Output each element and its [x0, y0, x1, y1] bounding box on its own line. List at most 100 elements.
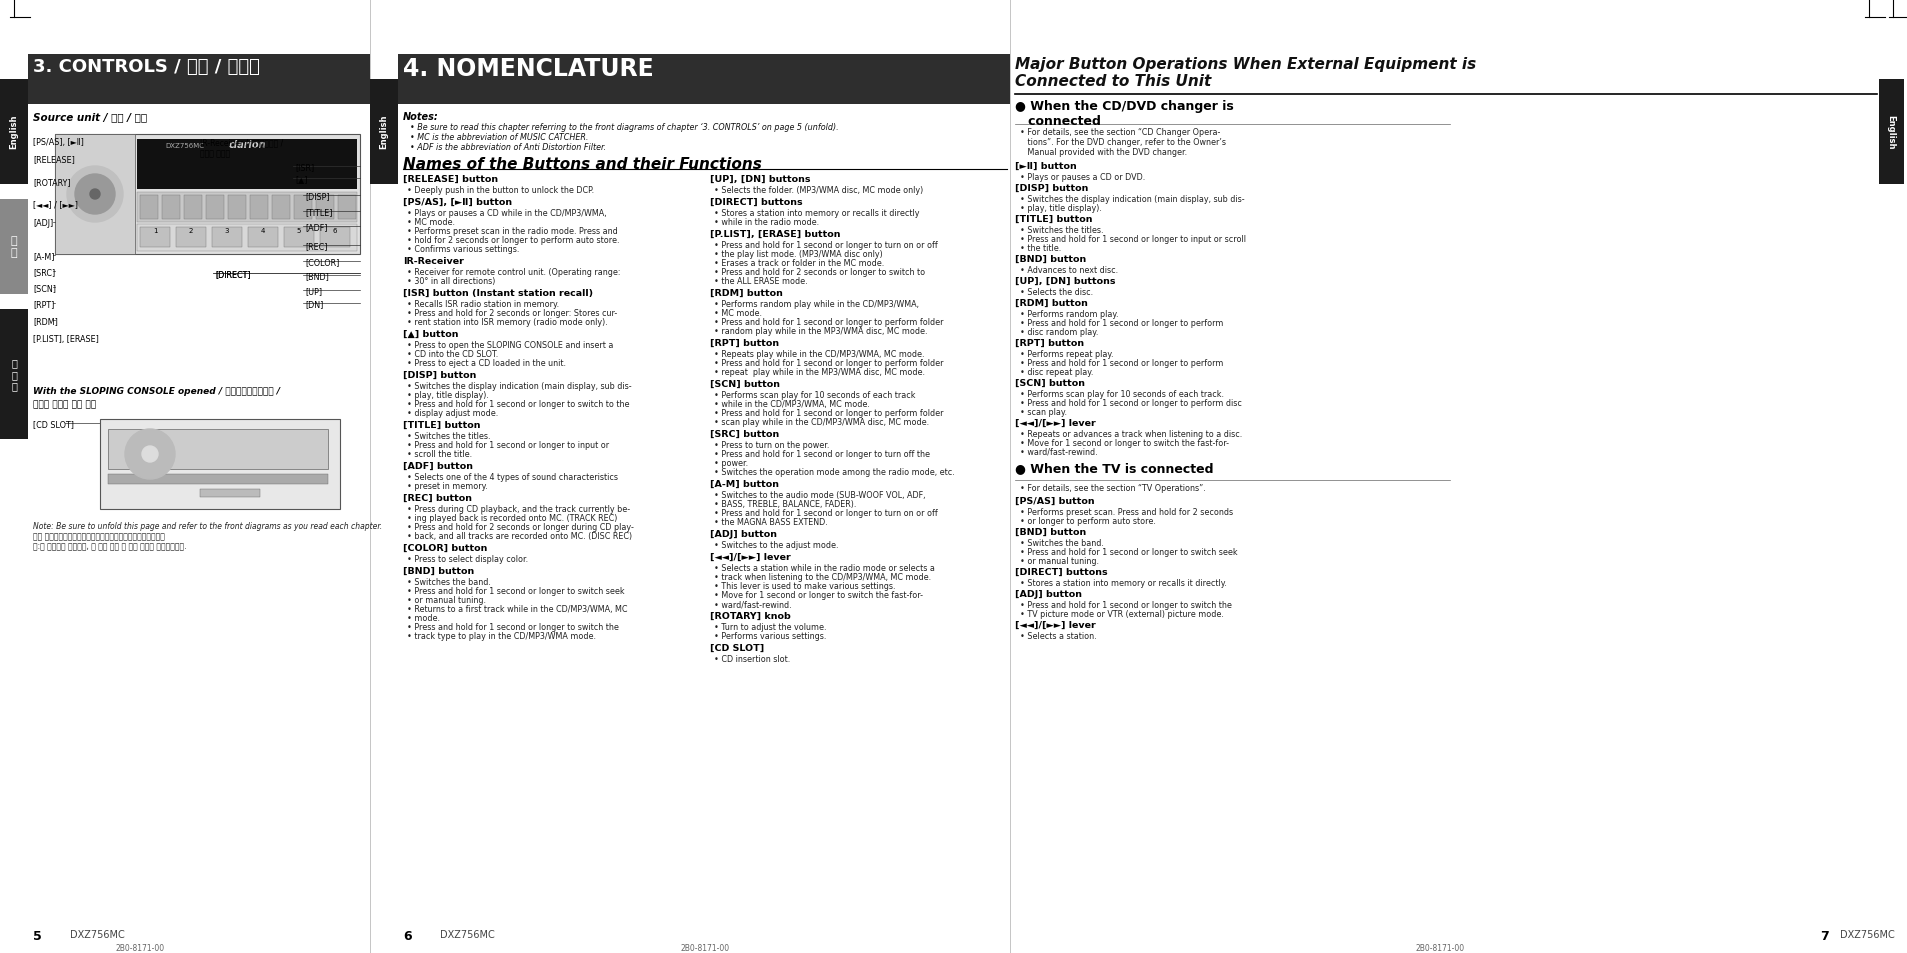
Text: • disc random play.: • disc random play.: [1020, 328, 1098, 336]
Text: • Selects the disc.: • Selects the disc.: [1020, 288, 1093, 296]
Bar: [137, 140, 357, 190]
Text: • Press and hold for 1 second or longer to switch to the: • Press and hold for 1 second or longer …: [406, 399, 629, 409]
Text: • Press and hold for 1 second or longer to perform folder: • Press and hold for 1 second or longer …: [713, 317, 944, 327]
Text: • Erases a track or folder in the MC mode.: • Erases a track or folder in the MC mod…: [713, 258, 885, 268]
Text: • hold for 2 seconds or longer to perform auto store.: • hold for 2 seconds or longer to perfor…: [406, 235, 620, 245]
Text: 주:이 페이지를 펼쳐두고, 각 장을 읽을 때 전면 그림을 참조하십시오.: 주:이 페이지를 펼쳐두고, 각 장을 읽을 때 전면 그림을 참조하십시오.: [32, 541, 187, 551]
Text: • Selects the folder. (MP3/WMA disc, MC mode only): • Selects the folder. (MP3/WMA disc, MC …: [713, 186, 923, 194]
Text: • Press and hold for 1 second or longer to switch the: • Press and hold for 1 second or longer …: [406, 622, 620, 631]
Text: • scan play while in the CD/MP3/WMA disc, MC mode.: • scan play while in the CD/MP3/WMA disc…: [713, 417, 929, 427]
Text: 3. CONTROLS / 控制 / 콘트롤: 3. CONTROLS / 控制 / 콘트롤: [32, 58, 259, 76]
Text: [SCN] button: [SCN] button: [709, 379, 780, 389]
Text: [SRC] button: [SRC] button: [709, 430, 780, 438]
Text: • Press and hold for 1 second or longer to perform: • Press and hold for 1 second or longer …: [1020, 318, 1224, 328]
Text: • Stores a station into memory or recalls it directly.: • Stores a station into memory or recall…: [1020, 578, 1226, 587]
Text: • Plays or pauses a CD or DVD.: • Plays or pauses a CD or DVD.: [1020, 172, 1146, 182]
Text: [TITLE]: [TITLE]: [305, 208, 332, 216]
Text: • Switches to the audio mode (SUB-WOOF VOL, ADF,: • Switches to the audio mode (SUB-WOOF V…: [713, 491, 925, 499]
Text: • Performs preset scan in the radio mode. Press and: • Performs preset scan in the radio mode…: [406, 227, 618, 235]
Text: • Selects a station.: • Selects a station.: [1020, 631, 1097, 640]
Text: DXZ756MC: DXZ756MC: [1840, 929, 1896, 939]
Text: [RDM]: [RDM]: [32, 316, 57, 326]
Text: • Switches the band.: • Switches the band.: [406, 578, 490, 586]
Text: 2B0-8171-00: 2B0-8171-00: [1415, 943, 1465, 952]
Text: • Performs scan play for 10 seconds of each track: • Performs scan play for 10 seconds of e…: [713, 391, 915, 399]
Text: ● When the TV is connected: ● When the TV is connected: [1015, 461, 1213, 475]
Text: • play, title display).: • play, title display).: [406, 391, 488, 399]
Bar: [250, 195, 269, 220]
Text: [▲] button: [▲] button: [402, 330, 458, 338]
Text: 한
국
어: 한 국 어: [11, 358, 17, 391]
Text: • while in the radio mode.: • while in the radio mode.: [713, 218, 820, 227]
Text: IR-Receiver / 红外线接收器 /: IR-Receiver / 红外线接收器 /: [200, 138, 284, 147]
Text: [RPT] button: [RPT] button: [709, 338, 780, 348]
Bar: [284, 228, 315, 248]
Text: [TITLE] button: [TITLE] button: [1015, 214, 1093, 224]
Text: [DIRECT]: [DIRECT]: [215, 270, 250, 278]
Text: • Switches the titles.: • Switches the titles.: [406, 432, 490, 440]
Bar: [183, 195, 202, 220]
Text: Names of the Buttons and their Functions: Names of the Buttons and their Functions: [402, 157, 763, 172]
Text: [UP], [DN] buttons: [UP], [DN] buttons: [709, 174, 810, 184]
Text: • Switches the band.: • Switches the band.: [1020, 538, 1104, 547]
Text: 2: 2: [189, 228, 193, 233]
Text: [►Ⅱ] button: [►Ⅱ] button: [1015, 162, 1077, 171]
Text: 6: 6: [402, 929, 412, 942]
Text: • Press and hold for 2 seconds or longer: Stores cur-: • Press and hold for 2 seconds or longer…: [406, 309, 618, 317]
Text: • Switches the display indication (main display, sub dis-: • Switches the display indication (main …: [406, 381, 631, 391]
Text: [ADF]: [ADF]: [305, 223, 328, 232]
Text: 4. NOMENCLATURE: 4. NOMENCLATURE: [402, 57, 654, 81]
Text: [RELEASE]: [RELEASE]: [32, 154, 74, 164]
Text: Notes:: Notes:: [402, 112, 439, 122]
Text: • Performs random play.: • Performs random play.: [1020, 310, 1119, 318]
Text: • Selects one of the 4 types of sound characteristics: • Selects one of the 4 types of sound ch…: [406, 473, 618, 481]
Bar: [370, 80, 399, 185]
Text: • Press and hold for 1 second or longer to input or scroll: • Press and hold for 1 second or longer …: [1020, 234, 1245, 244]
Text: • mode.: • mode.: [406, 614, 441, 622]
Text: • preset in memory.: • preset in memory.: [406, 481, 488, 491]
Text: • Switches the titles.: • Switches the titles.: [1020, 226, 1104, 234]
Text: • Press and hold for 1 second or longer to turn on or off: • Press and hold for 1 second or longer …: [713, 241, 938, 250]
Text: • the play list mode. (MP3/WMA disc only): • the play list mode. (MP3/WMA disc only…: [713, 250, 883, 258]
Text: • while in the CD/MP3/WMA, MC mode.: • while in the CD/MP3/WMA, MC mode.: [713, 399, 870, 409]
Text: • Switches the display indication (main display, sub dis-: • Switches the display indication (main …: [1020, 194, 1245, 204]
Text: • Move for 1 second or longer to switch the fast-for-: • Move for 1 second or longer to switch …: [713, 590, 923, 599]
Text: [◄◄] / [►►]: [◄◄] / [►►]: [32, 200, 78, 209]
Text: • random play while in the MP3/WMA disc, MC mode.: • random play while in the MP3/WMA disc,…: [713, 327, 927, 335]
Text: DXZ756MC: DXZ756MC: [71, 929, 124, 939]
Text: 5: 5: [297, 228, 301, 233]
Text: • MC is the abbreviation of MUSIC CATCHER.: • MC is the abbreviation of MUSIC CATCHE…: [410, 132, 589, 142]
Text: • Deeply push in the button to unlock the DCP.: • Deeply push in the button to unlock th…: [406, 186, 595, 194]
Circle shape: [141, 447, 158, 462]
Text: 6: 6: [332, 228, 338, 233]
Text: • Press and hold for 2 seconds or longer during CD play-: • Press and hold for 2 seconds or longer…: [406, 522, 633, 532]
Text: • Switches to the adjust mode.: • Switches to the adjust mode.: [713, 540, 839, 550]
Circle shape: [90, 190, 99, 200]
Bar: [0, 200, 29, 294]
Bar: [109, 475, 328, 484]
Text: • Performs random play while in the CD/MP3/WMA,: • Performs random play while in the CD/M…: [713, 299, 919, 309]
Bar: [137, 193, 357, 223]
Text: [RPT]: [RPT]: [32, 299, 55, 309]
Text: [REC] button: [REC] button: [402, 494, 473, 502]
Text: • Performs repeat play.: • Performs repeat play.: [1020, 350, 1114, 358]
Text: • scroll the title.: • scroll the title.: [406, 450, 473, 458]
Text: [DISP] button: [DISP] button: [402, 371, 477, 379]
Bar: [206, 195, 223, 220]
Text: • play, title display).: • play, title display).: [1020, 204, 1102, 213]
Text: [DIRECT] buttons: [DIRECT] buttons: [1015, 567, 1108, 577]
Bar: [0, 80, 29, 185]
Circle shape: [74, 174, 114, 214]
Text: 3: 3: [225, 228, 229, 233]
Text: [ISR]: [ISR]: [296, 163, 315, 172]
Bar: [137, 225, 357, 252]
Text: [UP]: [UP]: [305, 287, 322, 295]
Text: • Performs preset scan. Press and hold for 2 seconds: • Performs preset scan. Press and hold f…: [1020, 507, 1234, 517]
Text: • or manual tuning.: • or manual tuning.: [1020, 557, 1098, 565]
Text: [DIRECT] buttons: [DIRECT] buttons: [709, 198, 803, 207]
Bar: [200, 490, 259, 497]
Text: • rent station into ISR memory (radio mode only).: • rent station into ISR memory (radio mo…: [406, 317, 608, 327]
Text: • track when listening to the CD/MP3/WMA, MC mode.: • track when listening to the CD/MP3/WMA…: [713, 573, 931, 581]
Text: English: English: [10, 114, 19, 149]
Text: • Press and hold for 1 second or longer to perform disc: • Press and hold for 1 second or longer …: [1020, 398, 1241, 408]
